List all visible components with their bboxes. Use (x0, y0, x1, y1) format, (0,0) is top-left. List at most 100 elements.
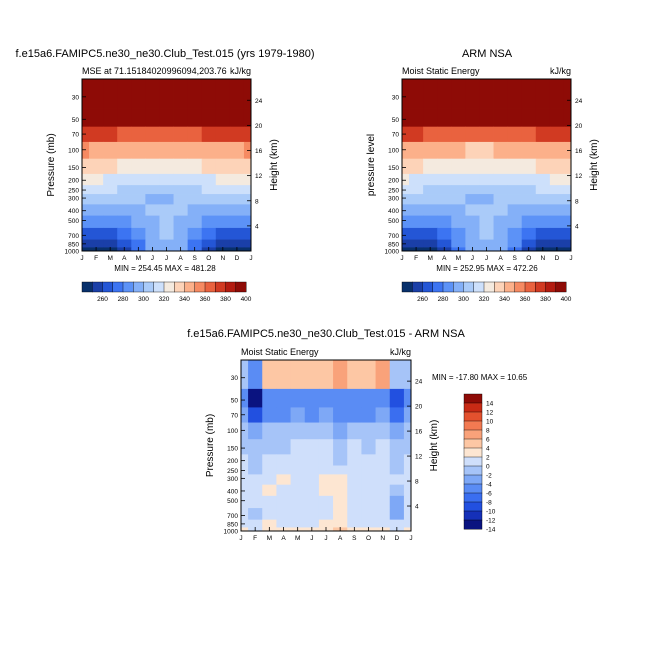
pressure-tick-label: 100 (388, 147, 399, 154)
contour-cell (389, 454, 405, 466)
contour-cell (333, 519, 348, 528)
colorbar-label: 12 (486, 410, 494, 417)
colorbar-box (463, 281, 475, 293)
colorbar-box (463, 510, 483, 521)
contour-cell (159, 215, 174, 229)
contour-cell (361, 484, 376, 497)
contour-cell (549, 173, 565, 186)
contour-cell (89, 108, 104, 128)
contour-cell (241, 495, 249, 509)
contour-cell (375, 484, 391, 497)
contour-cell (82, 204, 90, 217)
contour-cell (563, 194, 572, 205)
contour-cell (403, 360, 412, 390)
height-tick-label: 4 (255, 223, 259, 230)
colorbar-label: 400 (241, 296, 252, 303)
contour-cell (215, 194, 231, 205)
contour-cell (318, 508, 334, 521)
contour-cell (318, 454, 334, 466)
month-tick-label: M (136, 255, 141, 262)
colorbar-label: 14 (486, 401, 494, 408)
contour-cell (290, 422, 306, 440)
contour-cell (437, 185, 452, 195)
contour-cell (402, 141, 410, 160)
contour-cell (403, 484, 412, 497)
contour-cell (375, 439, 391, 455)
contour-cell (465, 215, 480, 229)
month-tick-label: M (456, 255, 461, 262)
contour-cell (276, 495, 291, 509)
contour-cell (423, 185, 438, 195)
contour-cell (423, 194, 438, 205)
contour-cell (361, 407, 376, 423)
pressure-tick-label: 850 (388, 241, 399, 248)
contour-cell (361, 465, 376, 475)
contour-cell (507, 239, 523, 248)
contour-cell (333, 508, 348, 521)
pressure-tick-label: 300 (388, 196, 399, 203)
colorbar-box (463, 492, 483, 503)
contour-cell (507, 79, 523, 109)
colorbar-box (463, 474, 483, 485)
contour-cell (173, 126, 189, 143)
contour-cell (215, 108, 231, 128)
month-tick-label: S (192, 255, 197, 262)
contour-cell (131, 141, 146, 160)
contour-cell (333, 495, 348, 509)
contour-cell (507, 194, 523, 205)
contour-cell (187, 194, 203, 205)
contour-cell (241, 527, 249, 532)
colorbar-box (163, 281, 175, 293)
contour-cell (451, 173, 466, 186)
contour-cell (243, 126, 252, 143)
contour-cell (262, 360, 277, 390)
month-tick-label: J (310, 535, 313, 542)
contour-cell (103, 227, 118, 240)
contour-cell (145, 79, 160, 109)
contour-cell (243, 108, 252, 128)
contour-cell (361, 519, 376, 528)
contour-cell (563, 185, 572, 195)
colorbar-box (81, 281, 93, 293)
contour-cell (304, 454, 320, 466)
contour-cell (89, 185, 104, 195)
contour-cell (215, 215, 231, 229)
colorbar-box (92, 281, 103, 293)
month-tick-label: A (122, 255, 127, 262)
height-tick-label: 20 (255, 123, 263, 130)
contour-cell (375, 495, 391, 509)
model-units: kJ/kg (230, 66, 251, 76)
contour-cell (465, 239, 480, 248)
contour-cell (187, 173, 203, 186)
contour-cell (159, 227, 174, 240)
contour-cell (131, 108, 146, 128)
contour-cell (262, 388, 277, 408)
month-tick-label: F (414, 255, 418, 262)
contour-cell (201, 173, 217, 186)
contour-cell (82, 141, 90, 160)
contour-cell (549, 126, 565, 143)
contour-cell (215, 79, 231, 109)
pressure-tick-label: 50 (231, 398, 239, 405)
contour-cell (145, 194, 160, 205)
contour-cell (521, 185, 537, 195)
contour-cell (82, 247, 90, 252)
contour-cell (563, 239, 572, 248)
contour-cell (187, 141, 203, 160)
colorbar-box (225, 281, 237, 293)
colorbar-box (122, 281, 134, 293)
contour-cell (403, 454, 412, 466)
contour-cell (318, 495, 334, 509)
contour-cell (479, 204, 494, 217)
colorbar-box (463, 411, 483, 422)
contour-cell (549, 108, 565, 128)
contour-cell (507, 108, 523, 128)
contour-cell (187, 126, 203, 143)
colorbar-box (432, 281, 444, 293)
contour-cell (304, 519, 320, 528)
colorbar-label: 340 (179, 296, 190, 303)
colorbar-label: -14 (486, 527, 496, 534)
contour-cell (248, 465, 263, 475)
contour-cell (173, 108, 189, 128)
